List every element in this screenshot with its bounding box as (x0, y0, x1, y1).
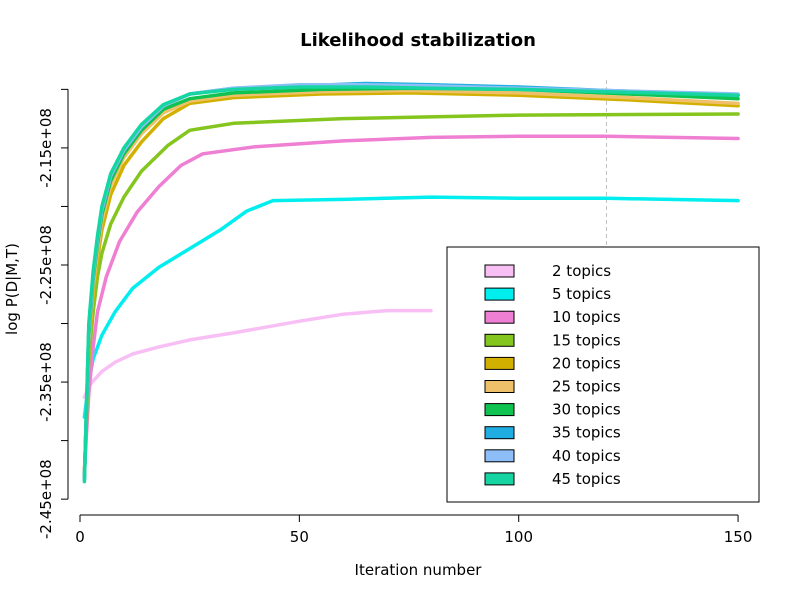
legend: 2 topics 5 topics 10 topics 15 topics 20 top… (446, 246, 760, 503)
legend-swatch (484, 264, 515, 278)
y-tick-label: -2.25e+08 (37, 225, 55, 305)
y-axis-label: log P(D|M,T) (3, 243, 21, 335)
x-tick-label: 150 (724, 528, 753, 546)
x-axis-label: Iteration number (355, 561, 483, 579)
legend-label: 5 topics (552, 285, 611, 303)
series-line-2-topics (82, 308, 433, 400)
y-tick-label: -2.15e+08 (37, 108, 55, 188)
x-tick-label: 50 (290, 528, 309, 546)
legend-swatch (484, 333, 515, 347)
legend-label: 45 topics (552, 470, 621, 488)
legend-swatch (484, 449, 515, 463)
legend-swatch (484, 426, 515, 440)
legend-swatch (484, 310, 515, 324)
y-tick-label: -2.45e+08 (37, 459, 55, 539)
legend-label: 35 topics (552, 424, 621, 442)
legend-label: 20 topics (552, 354, 621, 372)
legend-swatch (484, 356, 515, 370)
legend-label: 15 topics (552, 331, 621, 349)
series-line-10-topics (82, 134, 740, 472)
legend-swatch (484, 380, 515, 393)
legend-label: 25 topics (552, 378, 621, 396)
series-line-45-topics (82, 85, 740, 484)
axes: 0 50 100 150 -2.45e+08 -2.35e+08 -2.25e+08 -2.1… (37, 88, 753, 546)
x-tick-label: 100 (504, 528, 533, 546)
x-tick-label: 0 (75, 528, 85, 546)
legend-label: 30 topics (552, 401, 621, 419)
legend-swatch (484, 287, 515, 301)
chart-title: Likelihood stabilization (300, 30, 536, 51)
legend-swatch (484, 472, 515, 486)
y-tick-label: -2.35e+08 (37, 342, 55, 422)
legend-label: 40 topics (552, 447, 621, 465)
series-lines (82, 81, 740, 484)
series-line-5-topics (82, 195, 740, 419)
legend-label: 10 topics (552, 308, 621, 326)
legend-swatch (484, 403, 515, 417)
legend-label: 2 topics (552, 262, 611, 280)
